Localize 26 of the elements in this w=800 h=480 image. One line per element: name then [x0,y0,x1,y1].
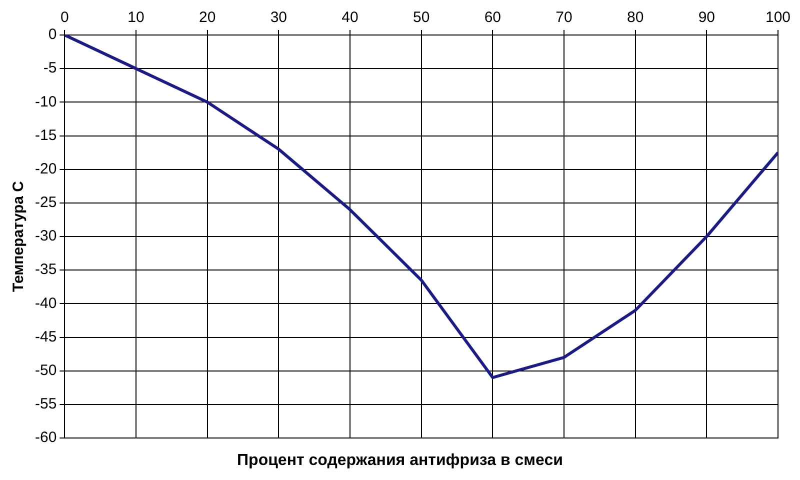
x-tick-label: 10 [128,9,144,26]
y-tick-label: -45 [34,328,57,346]
y-tick-label: 0 [48,26,57,44]
x-tick-label: 100 [765,9,791,26]
x-tick-label: 40 [342,9,358,26]
y-tick-label: -25 [34,194,57,212]
y-tick-label: -20 [34,160,57,178]
y-tick-label: -40 [34,294,57,312]
y-tick-label: -55 [34,396,57,413]
x-axis-title: Процент содержания антифриза в смеси [236,452,564,470]
x-tick-label: 0 [60,9,69,26]
y-tick-label: -50 [34,362,57,379]
y-tick-label: -35 [34,261,57,278]
y-tick-label: -5 [43,60,57,77]
y-tick-label: -30 [34,228,57,245]
y-tick-label: -60 [34,429,57,446]
x-tick-label: 60 [484,9,502,26]
x-tick-label: 30 [270,9,288,26]
x-tick-label: 80 [626,9,644,26]
y-tick-label: -10 [34,93,57,110]
x-tick-label: 70 [556,9,572,26]
x-tick-label: 50 [412,9,430,26]
y-axis-title: Температура С [10,180,28,292]
y-tick-label: -15 [34,126,57,144]
x-tick-label: 20 [199,9,216,26]
x-tick-label: 90 [698,9,716,26]
